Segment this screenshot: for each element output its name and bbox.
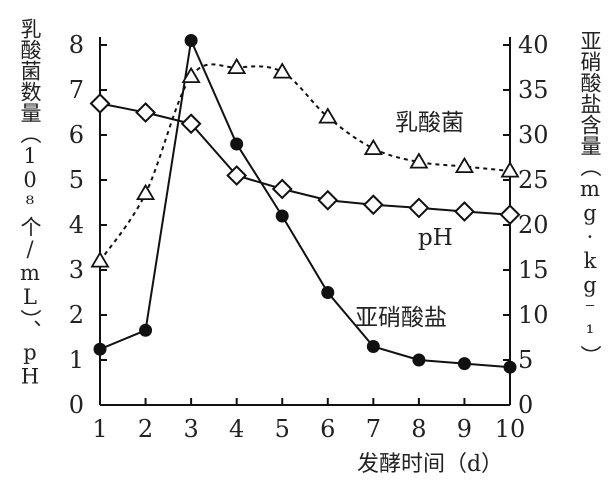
y-right-tick-label: 35 [518, 76, 549, 104]
x-tick-label: 10 [495, 415, 526, 443]
x-tick-label: 7 [366, 415, 381, 443]
point-marker [454, 201, 475, 222]
y-right-tick-label: 0 [518, 391, 533, 419]
y-left-tick-label: 3 [69, 256, 84, 284]
y-left-tick-label: 7 [69, 76, 84, 104]
point-marker [409, 152, 429, 169]
point-marker [318, 107, 338, 124]
y-left-tick-label: 1 [69, 346, 84, 374]
y-right-tick-label: 5 [518, 346, 533, 374]
point-marker [272, 62, 292, 79]
series-labels: 乳酸菌 pH 亚硝酸盐 [355, 110, 464, 331]
x-tick-label: 8 [411, 415, 426, 443]
point-marker [89, 93, 111, 114]
y-left-tick-label: 5 [69, 166, 84, 194]
x-tick-label: 3 [183, 415, 198, 443]
x-tick-label: 6 [320, 415, 335, 443]
point-marker [500, 161, 520, 178]
point-marker [139, 323, 153, 337]
point-marker [180, 113, 202, 135]
axes [99, 37, 511, 406]
point-marker [275, 209, 289, 223]
point-marker [226, 165, 248, 186]
point-marker [227, 57, 247, 74]
point-marker [93, 342, 107, 356]
y-right-tick-label: 20 [518, 211, 549, 239]
point-marker [503, 360, 517, 374]
series-line-1 [99, 102, 511, 216]
point-marker [317, 189, 339, 211]
x-tick-label: 5 [275, 415, 290, 443]
x-tick-label: 2 [138, 415, 153, 443]
y-right-tick-label: 30 [518, 121, 549, 149]
point-marker [412, 353, 426, 367]
y-right-tick-label: 15 [518, 256, 549, 284]
y-left-tick-label: 6 [69, 121, 84, 149]
point-marker [230, 137, 244, 151]
y-left-tick-label: 0 [69, 391, 84, 419]
series-lines [99, 36, 511, 369]
y-right-tick-label: 25 [518, 166, 549, 194]
point-marker [184, 34, 198, 47]
y-left-tick-label: 8 [69, 31, 84, 59]
y-axis-right-title: 亚硝酸盐含量（mg·kg⁻¹） [578, 30, 602, 366]
point-marker [499, 204, 521, 226]
series-label: pH [418, 225, 453, 251]
point-marker [366, 340, 380, 353]
series-line-2 [99, 36, 511, 369]
point-marker [363, 138, 383, 156]
x-tick-label: 9 [457, 415, 472, 443]
point-marker [271, 178, 293, 200]
point-marker [454, 156, 475, 174]
y-right-tick-label: 40 [518, 31, 549, 59]
point-marker [408, 197, 430, 219]
point-marker [321, 286, 335, 299]
y-axis-left-title: 乳酸菌数量（10⁸个/mL）、pH [18, 18, 42, 389]
point-marker [362, 194, 384, 216]
point-marker [135, 183, 156, 201]
y-left-tick-label: 4 [69, 211, 84, 239]
point-marker [181, 66, 201, 83]
y-left-tick-label: 2 [69, 301, 84, 329]
y-right-tick-label: 10 [518, 301, 549, 329]
x-tick-label: 4 [229, 415, 244, 443]
point-marker [90, 251, 110, 268]
x-axis-title: 发酵时间（d） [357, 452, 503, 477]
point-marker [135, 102, 156, 123]
x-tick-label: 1 [92, 415, 107, 443]
series-label: 乳酸菌 [395, 110, 464, 136]
series-label: 亚硝酸盐 [355, 305, 447, 331]
series-markers [89, 34, 521, 374]
point-marker [457, 357, 471, 371]
